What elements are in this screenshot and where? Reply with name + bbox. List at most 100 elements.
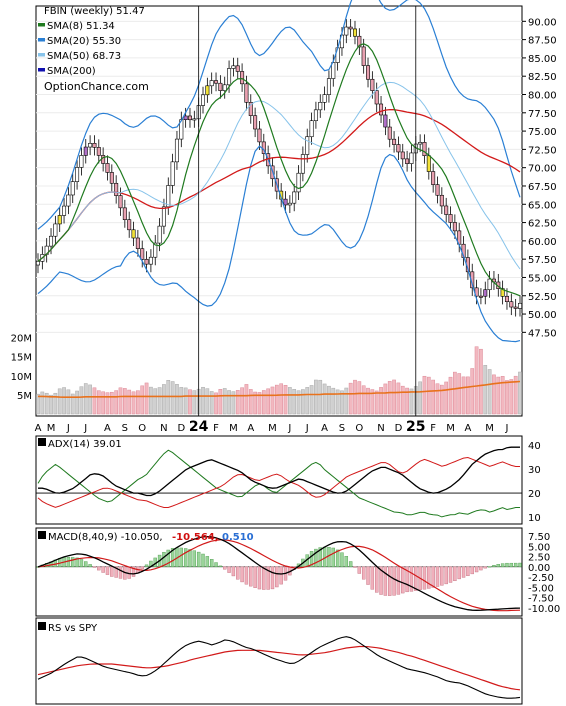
sma20-line bbox=[37, 81, 521, 270]
candle-body bbox=[326, 78, 331, 95]
volume-bar bbox=[257, 392, 262, 415]
candle-body bbox=[53, 223, 58, 237]
macd-tick-label: -5.00 bbox=[528, 583, 554, 594]
macd-histogram-bar bbox=[71, 557, 75, 568]
price-tick-label: 90.00 bbox=[528, 17, 557, 28]
macd-histogram-bar bbox=[92, 566, 97, 568]
volume-bar bbox=[79, 386, 84, 415]
volume-bar bbox=[314, 379, 318, 415]
macd-histogram-bar bbox=[131, 566, 136, 577]
volume-bar bbox=[309, 385, 314, 415]
volume-bar bbox=[244, 384, 249, 415]
macd-histogram-bar bbox=[500, 563, 505, 568]
volume-bar bbox=[518, 371, 522, 415]
candle-body bbox=[227, 68, 232, 86]
macd-histogram-bar bbox=[244, 566, 249, 585]
volume-bar bbox=[192, 390, 197, 415]
macd-histogram-bar bbox=[75, 557, 79, 568]
candle-body bbox=[70, 181, 75, 196]
candle-body bbox=[292, 191, 297, 204]
volume-bar bbox=[322, 383, 327, 415]
volume-bar bbox=[396, 382, 401, 415]
x-tick-label: N bbox=[377, 423, 384, 434]
volume-bar bbox=[453, 371, 457, 415]
macd-histogram-bar bbox=[223, 566, 227, 570]
volume-bar bbox=[36, 393, 40, 415]
macd-histogram-bar bbox=[110, 566, 114, 577]
x-tick-label: A bbox=[35, 423, 42, 434]
x-tick-label: M bbox=[485, 423, 494, 434]
volume-bar bbox=[175, 384, 179, 415]
candle-body bbox=[135, 237, 140, 249]
candle-body bbox=[344, 26, 349, 36]
volume-bar bbox=[327, 385, 331, 415]
macd-tick-label: -10.00 bbox=[528, 604, 560, 615]
candle-body bbox=[431, 171, 436, 185]
macd-histogram-bar bbox=[405, 566, 409, 593]
candle-body bbox=[222, 84, 227, 91]
legend-label: FBIN (weekly) 51.47 bbox=[44, 6, 145, 17]
rs-series bbox=[37, 636, 521, 699]
candle-body bbox=[235, 65, 240, 72]
volume-bar bbox=[122, 388, 127, 415]
volume-bar bbox=[179, 387, 184, 415]
volume-bar bbox=[70, 393, 75, 415]
candle-body bbox=[244, 83, 249, 103]
candle-body bbox=[487, 278, 492, 291]
price-tick-label: 50.00 bbox=[528, 310, 557, 321]
volume-bar bbox=[340, 390, 344, 415]
volume-bar bbox=[344, 387, 349, 415]
volume-bar bbox=[105, 392, 110, 415]
price-series bbox=[35, 0, 522, 343]
macd-histogram-bar bbox=[66, 557, 71, 568]
volume-bar bbox=[457, 373, 462, 415]
candle-body bbox=[392, 138, 397, 145]
macd-histogram-bar bbox=[170, 548, 175, 568]
candle-body bbox=[517, 302, 522, 309]
volume-bar bbox=[53, 392, 58, 415]
price-tick-label: 67.50 bbox=[528, 182, 557, 193]
macd-tick-label: 7.50 bbox=[528, 532, 550, 543]
candle-body bbox=[387, 126, 392, 140]
volume-bar bbox=[253, 391, 257, 415]
candle-body bbox=[79, 155, 84, 168]
volume-bar bbox=[279, 383, 284, 415]
macd-histogram-bar bbox=[335, 549, 340, 568]
candle-body bbox=[218, 82, 223, 91]
volume-bar bbox=[140, 385, 145, 415]
legend-swatch bbox=[38, 38, 45, 42]
adx-tick-label: 20 bbox=[528, 489, 541, 500]
candle-body bbox=[144, 259, 149, 265]
macd-histogram-bar bbox=[249, 566, 253, 587]
volume-bars bbox=[36, 346, 522, 415]
volume-bar bbox=[353, 379, 357, 415]
volume-bar bbox=[114, 390, 119, 415]
volume-bar bbox=[366, 387, 370, 415]
candle-body bbox=[109, 172, 114, 184]
macd-histogram-bar bbox=[105, 566, 110, 575]
price-tick-label: 75.00 bbox=[528, 127, 557, 138]
candle-body bbox=[140, 248, 145, 260]
volume-bar bbox=[513, 375, 518, 415]
candle-body bbox=[513, 306, 518, 309]
macd-histogram-bar bbox=[487, 566, 492, 568]
macd-histogram-bar bbox=[496, 564, 500, 568]
volume-bar bbox=[483, 365, 488, 415]
candle-body bbox=[174, 138, 179, 163]
candle-body bbox=[88, 143, 93, 148]
adx-tick-label: 30 bbox=[528, 465, 541, 476]
x-tick-label: J bbox=[66, 423, 70, 434]
macd-histogram-bar bbox=[84, 561, 88, 568]
volume-bar bbox=[288, 387, 292, 415]
macd-histogram-bar bbox=[257, 566, 262, 590]
x-tick-label: 24 bbox=[189, 419, 209, 435]
volume-bar bbox=[248, 389, 253, 415]
volume-bar bbox=[153, 388, 158, 415]
macd-histogram-bar bbox=[279, 566, 283, 585]
macd-histogram-bar bbox=[266, 566, 270, 590]
candle-body bbox=[201, 94, 206, 106]
volume-bar bbox=[500, 376, 505, 415]
x-tick-label: N bbox=[160, 423, 167, 434]
volume-bar bbox=[509, 379, 514, 415]
price-tick-label: 80.00 bbox=[528, 91, 557, 102]
